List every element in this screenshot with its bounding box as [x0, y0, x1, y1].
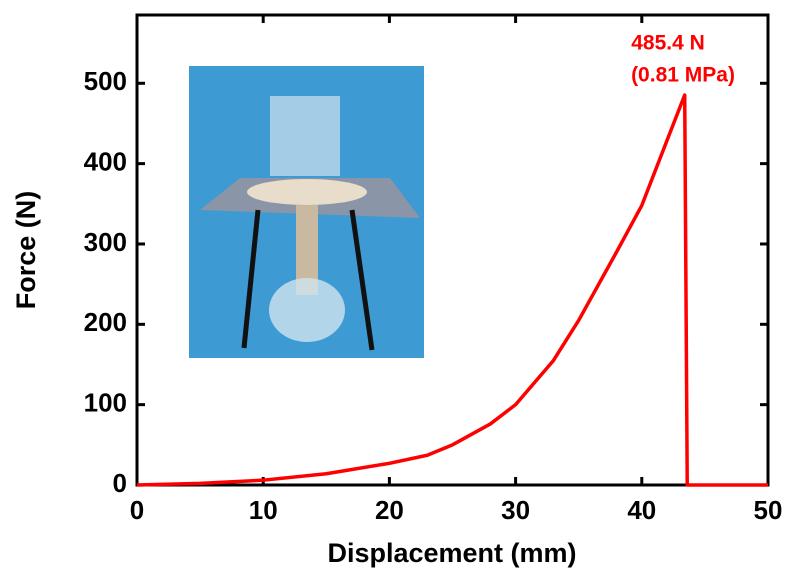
x-tick-label: 0	[130, 495, 144, 525]
y-tick-label: 100	[84, 388, 127, 418]
y-tick-label: 400	[84, 147, 127, 177]
y-axis-label: Force (N)	[11, 191, 41, 310]
y-tick-label: 300	[84, 227, 127, 257]
data-line	[136, 93, 768, 487]
y-tick-label: 200	[84, 307, 127, 337]
inset-photo	[189, 66, 424, 358]
annotation: 485.4 N	[631, 32, 705, 55]
y-tick-label: 0	[113, 468, 127, 498]
x-tick-label: 30	[501, 495, 530, 525]
plot-frame	[135, 13, 770, 487]
x-tick-label: 20	[375, 495, 404, 525]
annotation: (0.81 MPa)	[631, 64, 735, 87]
y-tick-label: 500	[84, 66, 127, 96]
x-tick-label: 10	[249, 495, 278, 525]
x-tick-label: 50	[754, 495, 783, 525]
x-tick-label: 40	[627, 495, 656, 525]
x-axis-label: Displacement (mm)	[327, 538, 576, 568]
